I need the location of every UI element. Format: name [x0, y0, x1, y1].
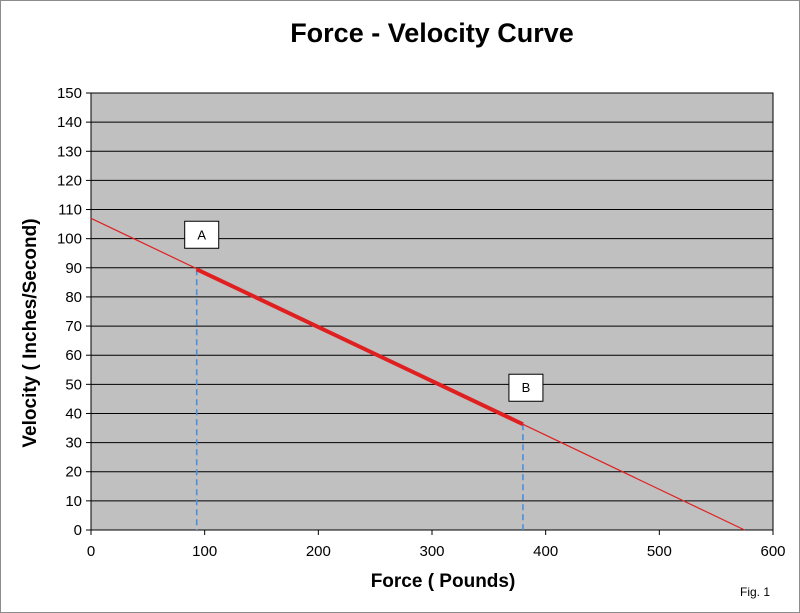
y-tick-label: 20	[65, 464, 82, 481]
plot-area	[90, 92, 774, 531]
operating-range-line	[195, 267, 524, 427]
annotations: AB	[184, 220, 544, 402]
callout-label: A	[197, 227, 206, 242]
y-tick-label: 40	[65, 405, 82, 422]
y-tick-label: 90	[65, 260, 82, 277]
y-tick-label: 120	[57, 172, 82, 189]
series-lines	[90, 217, 745, 531]
y-axis-title: Velocity ( Inches/Second)	[20, 218, 41, 447]
y-tick-label: 140	[57, 114, 82, 131]
x-axis-ticks: 0 100 200 300 400 500 600	[87, 530, 786, 560]
x-tick-label: 0	[87, 543, 95, 560]
x-tick-label: 600	[760, 543, 785, 560]
x-tick-label: 200	[306, 543, 331, 560]
x-tick-label: 100	[192, 543, 217, 560]
x-axis-title: Force ( Pounds)	[371, 571, 516, 592]
callout-box	[508, 373, 544, 402]
y-tick-label: 50	[65, 376, 82, 393]
y-tick-label: 0	[74, 522, 82, 539]
y-tick-label: 110	[58, 202, 82, 219]
x-tick-label: 400	[533, 543, 558, 560]
callout-label: B	[522, 380, 531, 395]
y-tick-label: 70	[65, 318, 82, 335]
y-tick-label: 80	[65, 289, 82, 306]
y-tick-label: 30	[65, 435, 82, 452]
y-axis-ticks: 0 10 20 30 40 50 60 70 80 90 100 110 120 130 140 150	[57, 85, 91, 539]
x-tick-label: 500	[647, 543, 672, 560]
y-tick-label: 100	[57, 231, 82, 248]
figure-label: Fig. 1	[740, 585, 770, 599]
chart-title: Force - Velocity Curve	[290, 18, 574, 48]
y-tick-label: 60	[65, 347, 82, 364]
y-tick-label: 150	[57, 85, 82, 102]
callout-box	[184, 220, 220, 249]
x-tick-label: 300	[419, 543, 444, 560]
reference-lines	[195, 269, 524, 530]
y-tick-label: 130	[57, 143, 82, 160]
y-tick-label: 10	[65, 493, 82, 510]
